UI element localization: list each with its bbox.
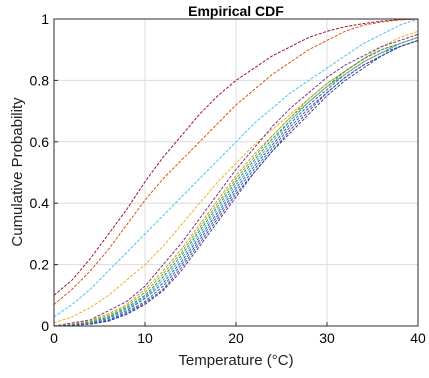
y-tick-label: 0.2 [30,257,50,273]
cdf-series-line [53,36,419,327]
y-tick-label: 0.6 [30,134,50,150]
x-tick-label: 20 [228,330,244,346]
cdf-series-line [53,40,419,327]
x-tick-label: 0 [50,330,58,346]
y-tick-label: 0.8 [30,72,50,88]
y-tick-label: 0.4 [30,195,50,211]
cdf-series-line [53,40,419,327]
chart-title: Empirical CDF [188,3,284,19]
cdf-series-line [53,33,419,327]
cdf-series-line [53,18,419,296]
y-tick-label: 0 [41,318,49,334]
cdf-series-line [53,18,419,305]
x-axis-ticks: 0 10 20 30 40 [50,322,426,346]
cdf-series-line [53,40,419,327]
x-axis-label: Temperature (°C) [178,352,293,369]
y-axis-label: Cumulative Probability [9,97,26,247]
series-lines [53,18,419,327]
cdf-series-line [53,36,419,327]
cdf-series-line [53,18,419,318]
x-tick-label: 40 [410,330,426,346]
x-tick-label: 10 [137,330,153,346]
x-tick-label: 30 [319,330,335,346]
cdf-series-line [53,36,419,327]
cdf-series-line [53,40,419,327]
y-axis-ticks: 0 0.2 0.4 0.6 0.8 1 [30,11,58,334]
y-tick-label: 1 [41,11,49,27]
